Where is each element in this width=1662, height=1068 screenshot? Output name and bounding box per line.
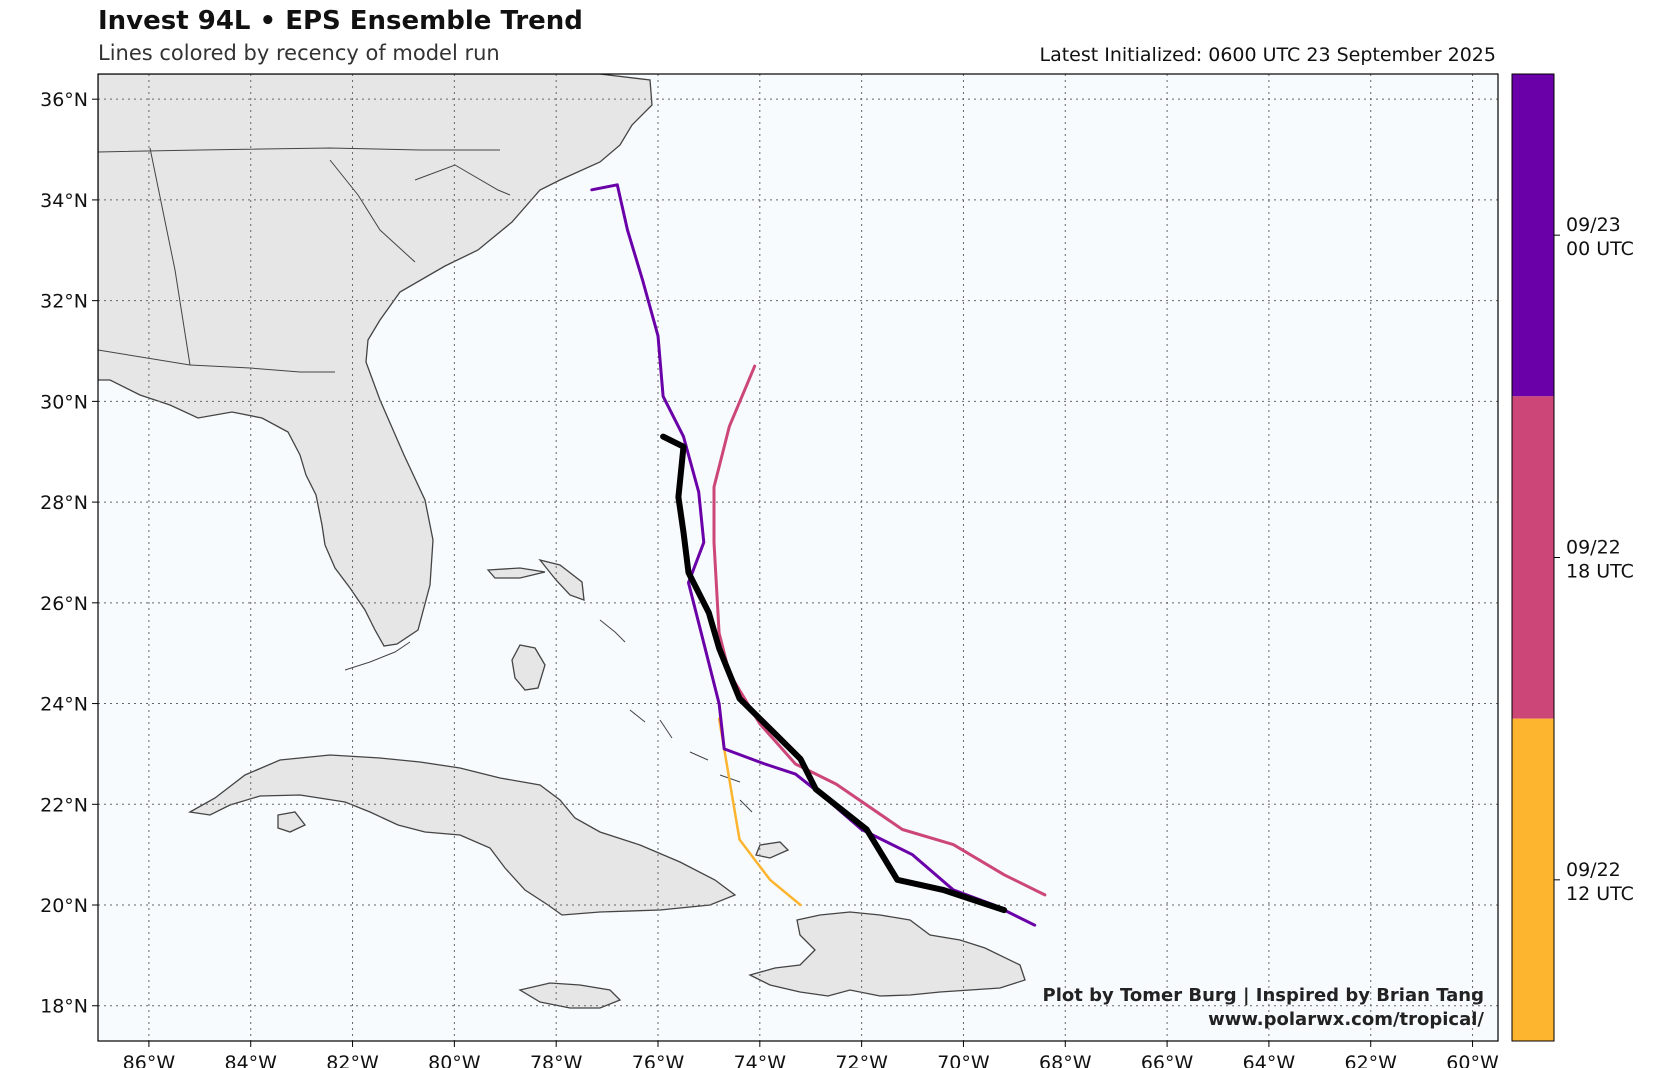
map-subtitle: Lines colored by recency of model run [98, 41, 500, 65]
bahamas-islets [599, 619, 753, 813]
colorbar-label: 09/23 [1566, 214, 1621, 236]
colorbar-frame [1511, 73, 1555, 1042]
latest-initialized-label: Latest Initialized: 0600 UTC 23 Septembe… [1039, 44, 1496, 66]
lon-tick-label: 72°W [835, 1052, 888, 1068]
colorbar-label: 12 UTC [1566, 883, 1634, 905]
lon-tick-label: 76°W [632, 1052, 685, 1068]
lon-tick-label: 84°W [224, 1052, 277, 1068]
land-andros [511, 644, 546, 691]
track-line [660, 433, 1008, 914]
state-border-va-nc [98, 349, 191, 366]
track-line [717, 717, 802, 907]
colorbar-label: 00 UTC [1566, 238, 1634, 260]
lat-tick-label: 20°N [40, 895, 88, 917]
lat-tick-label: 22°N [40, 794, 88, 816]
coastlines [98, 147, 753, 813]
lon-tick-label: 70°W [937, 1052, 990, 1068]
lon-tick-label: 86°W [123, 1052, 176, 1068]
lon-tick-label: 80°W [428, 1052, 481, 1068]
state-border-tn [98, 147, 500, 153]
colorbar-segment [1512, 718, 1554, 1041]
credit-author: Plot by Tomer Burg | Inspired by Brian T… [1042, 985, 1484, 1006]
graticule [98, 74, 1498, 1041]
state-border-nc-sc [414, 164, 511, 196]
track-line [590, 183, 1037, 927]
colorbar-segment [1512, 74, 1554, 397]
lat-tick-label: 18°N [40, 996, 88, 1018]
lon-tick-label: 78°W [530, 1052, 583, 1068]
land-isla-juventud [277, 811, 307, 833]
colorbar-segment [1512, 396, 1554, 719]
lat-tick-label: 26°N [40, 593, 88, 615]
credit-url: www.polarwx.com/tropical/ [1208, 1009, 1484, 1030]
keys-coast [344, 641, 411, 671]
land-great-inagua [755, 841, 790, 859]
lon-tick-label: 82°W [326, 1052, 379, 1068]
lat-tick-label: 28°N [40, 492, 88, 514]
lon-tick-label: 68°W [1039, 1052, 1092, 1068]
colorbar-label: 18 UTC [1566, 561, 1634, 583]
longitude-ticks: 86°W 84°W 82°W 80°W 78°W 76°W 74°W 72°W 70°W 68°W… [123, 1041, 1499, 1068]
state-border-ga-sc [329, 159, 416, 263]
state-border-fl [189, 364, 335, 373]
lon-tick-label: 60°W [1446, 1052, 1499, 1068]
map-title: Invest 94L • EPS Ensemble Trend [98, 6, 583, 36]
latitude-ticks: 36°N 34°N 32°N 30°N 28°N 26°N 24°N 22°N 20°N 18°N [40, 89, 98, 1018]
state-border-al-ga [149, 147, 191, 366]
colorbar-label: 09/22 [1566, 537, 1621, 559]
lon-tick-label: 74°W [734, 1052, 787, 1068]
land-us-southeast [98, 74, 653, 647]
land-dominican-hispaniola [748, 911, 1026, 997]
lon-tick-label: 66°W [1141, 1052, 1194, 1068]
lat-tick-label: 32°N [40, 291, 88, 313]
lat-tick-label: 36°N [40, 89, 88, 111]
lat-tick-label: 24°N [40, 694, 88, 716]
landmasses [98, 74, 1026, 1009]
lat-tick-label: 34°N [40, 190, 88, 212]
track-line [712, 364, 1047, 897]
ensemble-tracks [590, 183, 1047, 927]
lat-tick-label: 30°N [40, 391, 88, 413]
land-jamaica [518, 982, 622, 1009]
map-frame [97, 73, 1499, 1042]
lon-tick-label: 62°W [1344, 1052, 1397, 1068]
land-grand-bahama [486, 567, 546, 579]
lon-tick-label: 64°W [1243, 1052, 1296, 1068]
colorbar-label: 09/22 [1566, 859, 1621, 881]
